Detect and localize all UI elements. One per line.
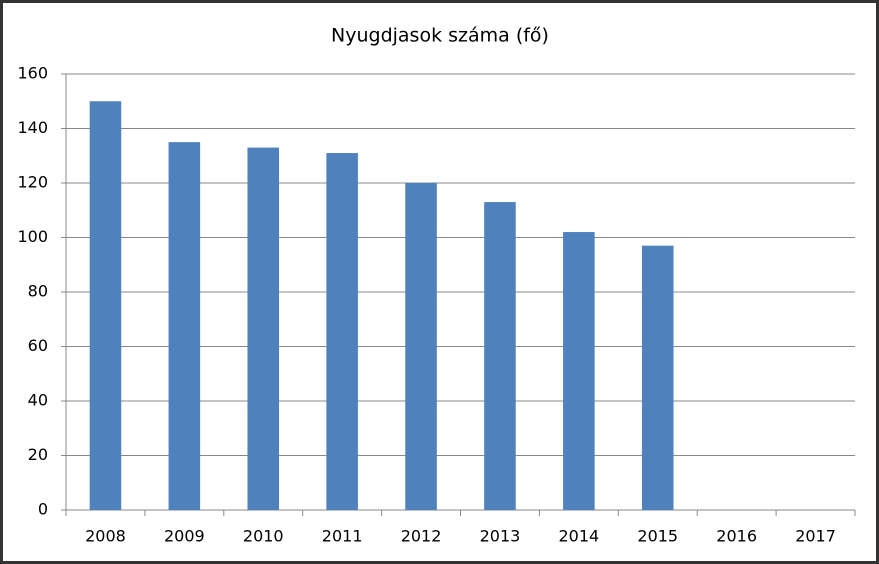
bar — [168, 142, 201, 510]
x-tick-label: 2017 — [795, 527, 836, 546]
y-tick-label: 100 — [17, 227, 48, 246]
x-tick-label: 2014 — [558, 527, 599, 546]
y-tick-label: 40 — [28, 391, 48, 410]
y-tick-label: 0 — [38, 500, 48, 519]
x-tick-label: 2010 — [243, 527, 284, 546]
y-tick-label: 140 — [17, 118, 48, 137]
x-tick-label: 2013 — [480, 527, 521, 546]
x-tick-label: 2009 — [164, 527, 205, 546]
y-tick-label: 20 — [28, 445, 48, 464]
bar — [641, 245, 674, 511]
bar — [484, 202, 516, 510]
x-tick-label: 2012 — [401, 527, 442, 546]
x-tick-label: 2011 — [322, 527, 363, 546]
bar — [89, 101, 122, 510]
bar — [326, 153, 358, 510]
x-tick-label: 2008 — [85, 527, 126, 546]
y-tick-label: 120 — [17, 173, 48, 192]
x-tick-label: 2016 — [716, 527, 757, 546]
bar — [563, 232, 595, 511]
bar — [247, 147, 280, 510]
y-tick-label: 60 — [28, 336, 48, 355]
x-tick-label: 2015 — [637, 527, 678, 546]
bar — [405, 183, 437, 510]
y-tick-label: 80 — [28, 282, 48, 301]
chart-title: Nyugdjasok száma (fő) — [331, 25, 549, 47]
y-tick-label: 160 — [17, 64, 48, 83]
